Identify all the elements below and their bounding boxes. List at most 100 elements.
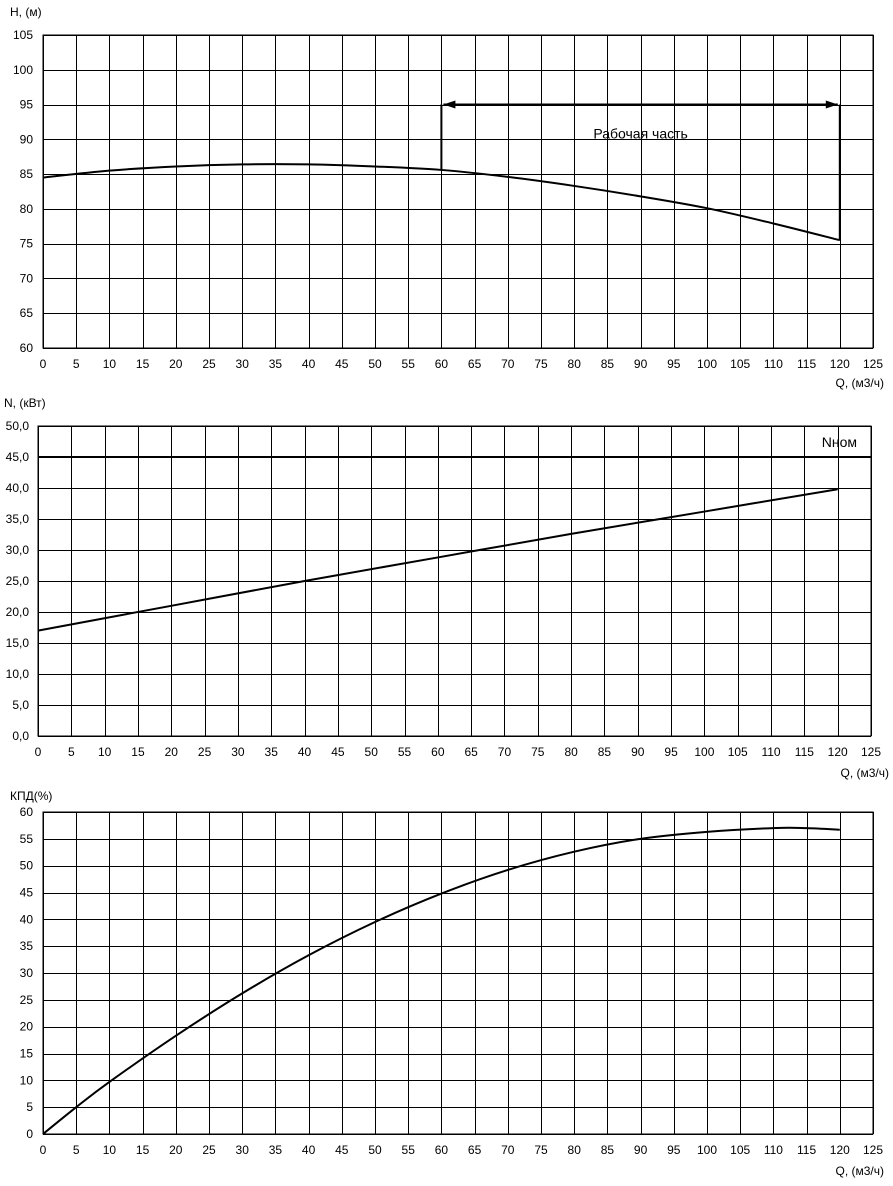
x-tick-label: 115	[795, 745, 814, 759]
y-tick-label: 25	[20, 993, 34, 1007]
working-range-label: Рабочая часть	[593, 126, 688, 142]
x-tick-label: 35	[269, 1143, 283, 1157]
x-tick-label: 110	[761, 745, 780, 759]
x-tick-label: 110	[764, 357, 783, 371]
y-tick-label: 30,0	[6, 543, 30, 557]
x-tick-label: 110	[764, 1143, 783, 1157]
y-tick-label: 20	[20, 1020, 34, 1034]
x-tick-label: 60	[435, 1143, 449, 1157]
x-tick-label: 70	[501, 357, 515, 371]
efficiency-chart-y-ticks: 0 5 10 15 20 25 30 35 40 45 50 55 60	[20, 805, 34, 1141]
x-tick-label: 50	[368, 357, 382, 371]
x-tick-label: 80	[568, 1143, 582, 1157]
y-tick-label: 0,0	[12, 729, 29, 743]
x-tick-label: 120	[828, 745, 848, 759]
x-tick-label: 45	[335, 357, 349, 371]
x-tick-label: 65	[464, 745, 478, 759]
x-tick-label: 25	[202, 357, 216, 371]
x-tick-label: 0	[35, 745, 42, 759]
x-tick-label: 100	[694, 745, 714, 759]
x-tick-label: 85	[601, 1143, 615, 1157]
x-tick-label: 80	[564, 745, 578, 759]
y-tick-label: 40,0	[6, 481, 30, 495]
x-tick-label: 15	[131, 745, 145, 759]
x-tick-label: 75	[531, 745, 545, 759]
x-tick-label: 115	[797, 357, 816, 371]
x-tick-label: 125	[863, 357, 883, 371]
x-tick-label: 100	[697, 357, 717, 371]
x-tick-label: 65	[468, 1143, 482, 1157]
y-tick-label: 50,0	[6, 419, 30, 433]
x-tick-label: 10	[103, 1143, 117, 1157]
x-tick-label: 75	[534, 1143, 548, 1157]
x-tick-label: 20	[169, 357, 183, 371]
x-tick-label: 15	[136, 357, 150, 371]
x-tick-label: 70	[501, 1143, 515, 1157]
x-tick-label: 25	[198, 745, 212, 759]
x-tick-label: 40	[298, 745, 312, 759]
x-tick-label: 90	[631, 745, 645, 759]
y-tick-label: 30	[20, 966, 34, 980]
x-tick-label: 105	[730, 357, 750, 371]
y-tick-label: 35	[20, 939, 34, 953]
x-tick-label: 5	[73, 1143, 80, 1157]
x-tick-label: 95	[664, 745, 678, 759]
y-tick-label: 90	[20, 132, 34, 146]
x-tick-label: 125	[863, 1143, 883, 1157]
x-tick-label: 40	[302, 357, 316, 371]
x-tick-label: 45	[331, 745, 345, 759]
x-tick-label: 105	[728, 745, 748, 759]
x-tick-label: 5	[68, 745, 75, 759]
head-chart-x-ticks: 0 5 10 15 20 25 30 35 40 45 50 55 60 65 70 75 80 85 90 95 10…	[40, 357, 884, 371]
x-tick-label: 10	[98, 745, 112, 759]
y-tick-label: 10	[20, 1073, 34, 1087]
y-tick-label: 40	[20, 912, 34, 926]
efficiency-chart: 0 5 10 15 20 25 30 35 40 45 50 55 60 0 5 10 15 20 25 30 35 4…	[10, 789, 884, 1178]
y-tick-label: 80	[20, 202, 34, 216]
x-tick-label: 60	[435, 357, 449, 371]
y-tick-label: 25,0	[6, 574, 30, 588]
x-tick-label: 5	[73, 357, 80, 371]
x-tick-label: 25	[202, 1143, 216, 1157]
head-chart-y-label: H, (м)	[10, 5, 42, 19]
y-tick-label: 5,0	[12, 698, 29, 712]
power-chart-y-label: N, (кВт)	[4, 396, 46, 410]
y-tick-label: 45,0	[6, 450, 30, 464]
y-tick-label: 20,0	[6, 605, 30, 619]
x-tick-label: 95	[667, 1143, 681, 1157]
x-tick-label: 30	[231, 745, 245, 759]
x-tick-label: 70	[498, 745, 512, 759]
x-tick-label: 0	[40, 357, 47, 371]
nominal-power-label: Nном	[822, 434, 857, 450]
x-tick-label: 50	[368, 1143, 382, 1157]
x-tick-label: 55	[402, 357, 416, 371]
efficiency-chart-y-label: КПД(%)	[10, 789, 52, 803]
arrow-left-icon	[443, 100, 456, 109]
working-range-marker	[440, 100, 841, 241]
x-tick-label: 65	[468, 357, 482, 371]
y-tick-label: 15,0	[6, 636, 30, 650]
x-tick-label: 90	[634, 1143, 648, 1157]
x-tick-label: 20	[165, 745, 179, 759]
x-tick-label: 55	[402, 1143, 416, 1157]
x-tick-label: 40	[302, 1143, 316, 1157]
x-tick-label: 115	[797, 1143, 816, 1157]
power-chart-frame	[37, 425, 872, 737]
y-tick-label: 5	[26, 1100, 33, 1114]
head-chart: 60 65 70 75 80 85 90 95 100 105 0 5 10 15 20 25 30 35 40 4…	[10, 5, 884, 390]
x-tick-label: 95	[667, 357, 681, 371]
power-chart-y-ticks: 0,0 5,0 10,0 15,0 20,0 25,0 30,0 35,0 40,0 45,0 50…	[6, 419, 30, 743]
power-chart: 0,05,010,015,020,025,030,035,040,045,050…	[4, 396, 889, 780]
efficiency-chart-x-ticks: 0 5 10 15 20 25 30 35 40 45 50 55 60 65 70 75 80 85 90 95 10…	[40, 1143, 884, 1157]
x-tick-label: 30	[236, 1143, 250, 1157]
x-tick-label: 100	[697, 1143, 717, 1157]
x-tick-label: 10	[103, 357, 117, 371]
head-chart-frame	[42, 34, 874, 349]
y-tick-label: 0	[26, 1127, 33, 1141]
head-curve	[42, 163, 841, 242]
y-tick-label: 35,0	[6, 512, 30, 526]
efficiency-chart-grid	[43, 812, 874, 1135]
y-tick-label: 60	[20, 805, 34, 819]
power-curve	[37, 488, 838, 632]
y-tick-label: 55	[20, 832, 34, 846]
